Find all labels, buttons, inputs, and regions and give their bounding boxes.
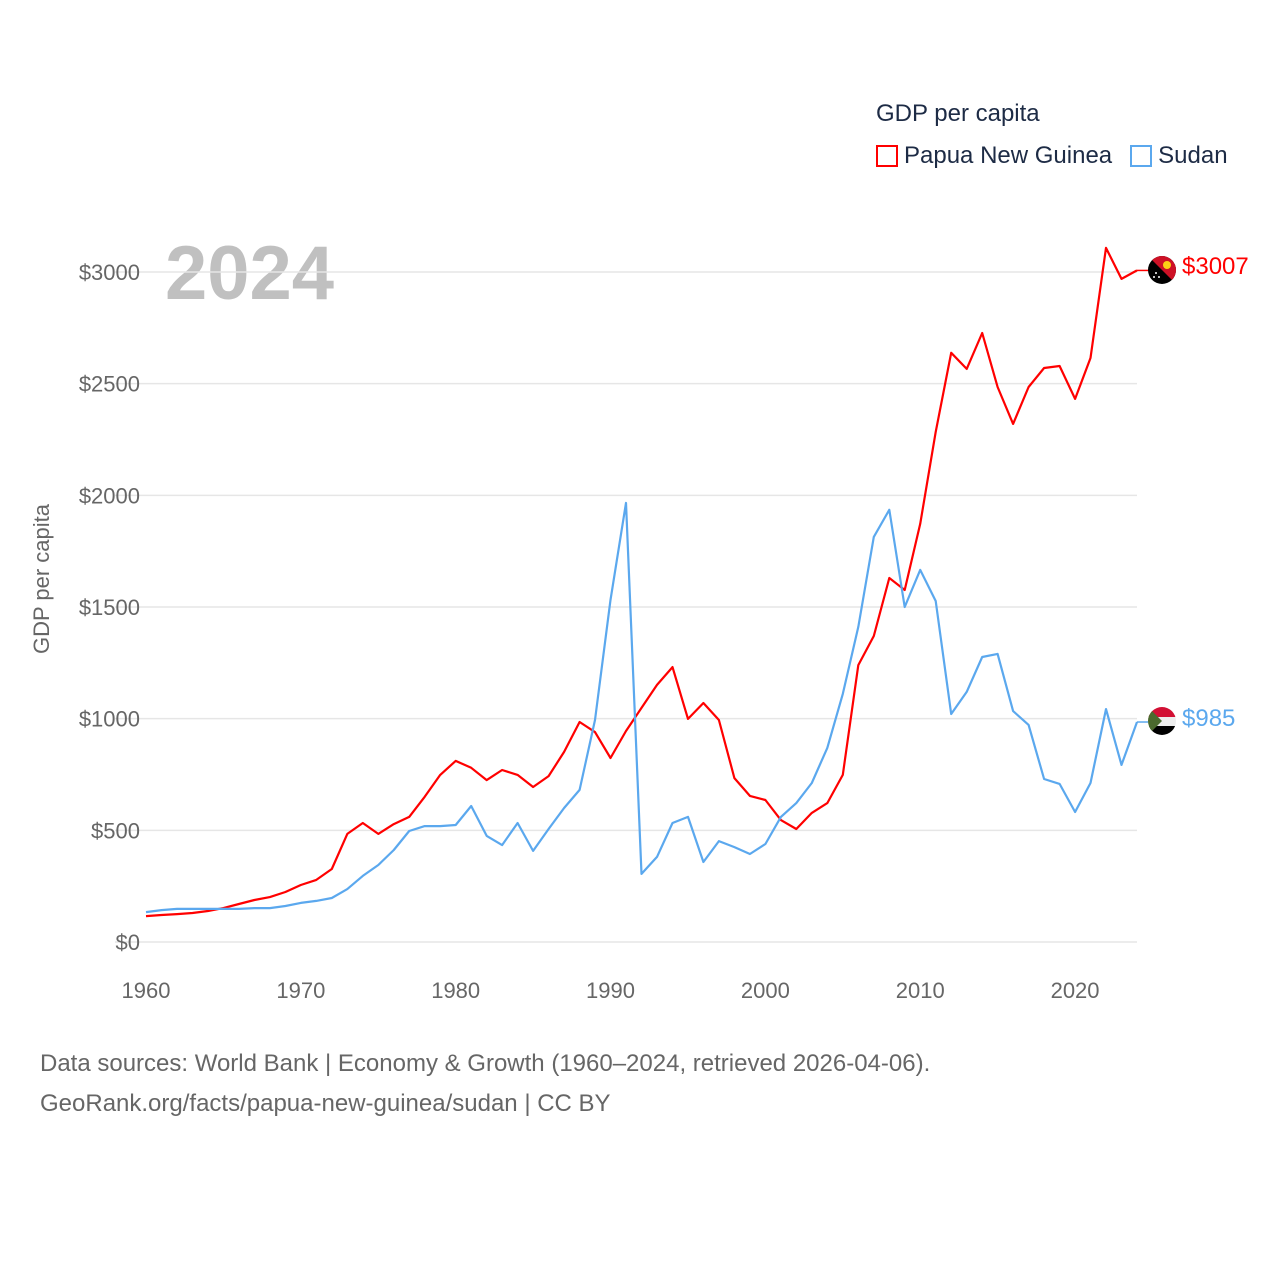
legend-swatch-sudan	[1130, 145, 1153, 167]
legend-swatch-png	[876, 145, 898, 167]
legend-label-png: Papua New Guinea	[904, 142, 1113, 169]
x-tick-label: 1970	[276, 978, 325, 1003]
x-tick-label: 2020	[1051, 978, 1100, 1003]
sudan-end-value: $985	[1182, 705, 1236, 732]
series-line-png	[145, 246, 1138, 918]
png-end-value: $3007	[1182, 253, 1249, 280]
legend-label-sudan: Sudan	[1158, 142, 1228, 169]
legend-item-png[interactable]: Papua New Guinea	[876, 142, 1112, 170]
source-note: Data sources: World Bank | Economy & Gro…	[40, 1044, 930, 1124]
x-tick-label: 2010	[896, 978, 945, 1003]
year-label: 2024	[165, 231, 335, 316]
source-line-2[interactable]: GeoRank.org/facts/papua-new-guinea/sudan…	[40, 1090, 611, 1117]
png-flag-icon	[1148, 256, 1176, 284]
y-tick-label: $1500	[79, 595, 140, 620]
x-tick-label: 1960	[122, 978, 171, 1003]
sudan-flag-icon	[1148, 707, 1176, 735]
legend-title: GDP per capita	[876, 100, 1040, 127]
y-tick-label: $2500	[79, 372, 140, 397]
series-line-sudan	[145, 501, 1139, 914]
y-tick-label: $2000	[79, 483, 140, 508]
x-tick-label: 1990	[586, 978, 635, 1003]
y-tick-label: $500	[91, 818, 140, 843]
x-tick-label: 2000	[741, 978, 790, 1003]
source-line-1: Data sources: World Bank | Economy & Gro…	[40, 1050, 931, 1077]
y-tick-label: $3000	[79, 260, 140, 285]
legend: Papua New Guinea Sudan	[876, 142, 1228, 170]
x-tick-label: 1980	[431, 978, 480, 1003]
legend-item-sudan[interactable]: Sudan	[1130, 142, 1228, 170]
y-tick-label: $1000	[79, 707, 140, 732]
y-tick-label: $0	[116, 930, 140, 955]
